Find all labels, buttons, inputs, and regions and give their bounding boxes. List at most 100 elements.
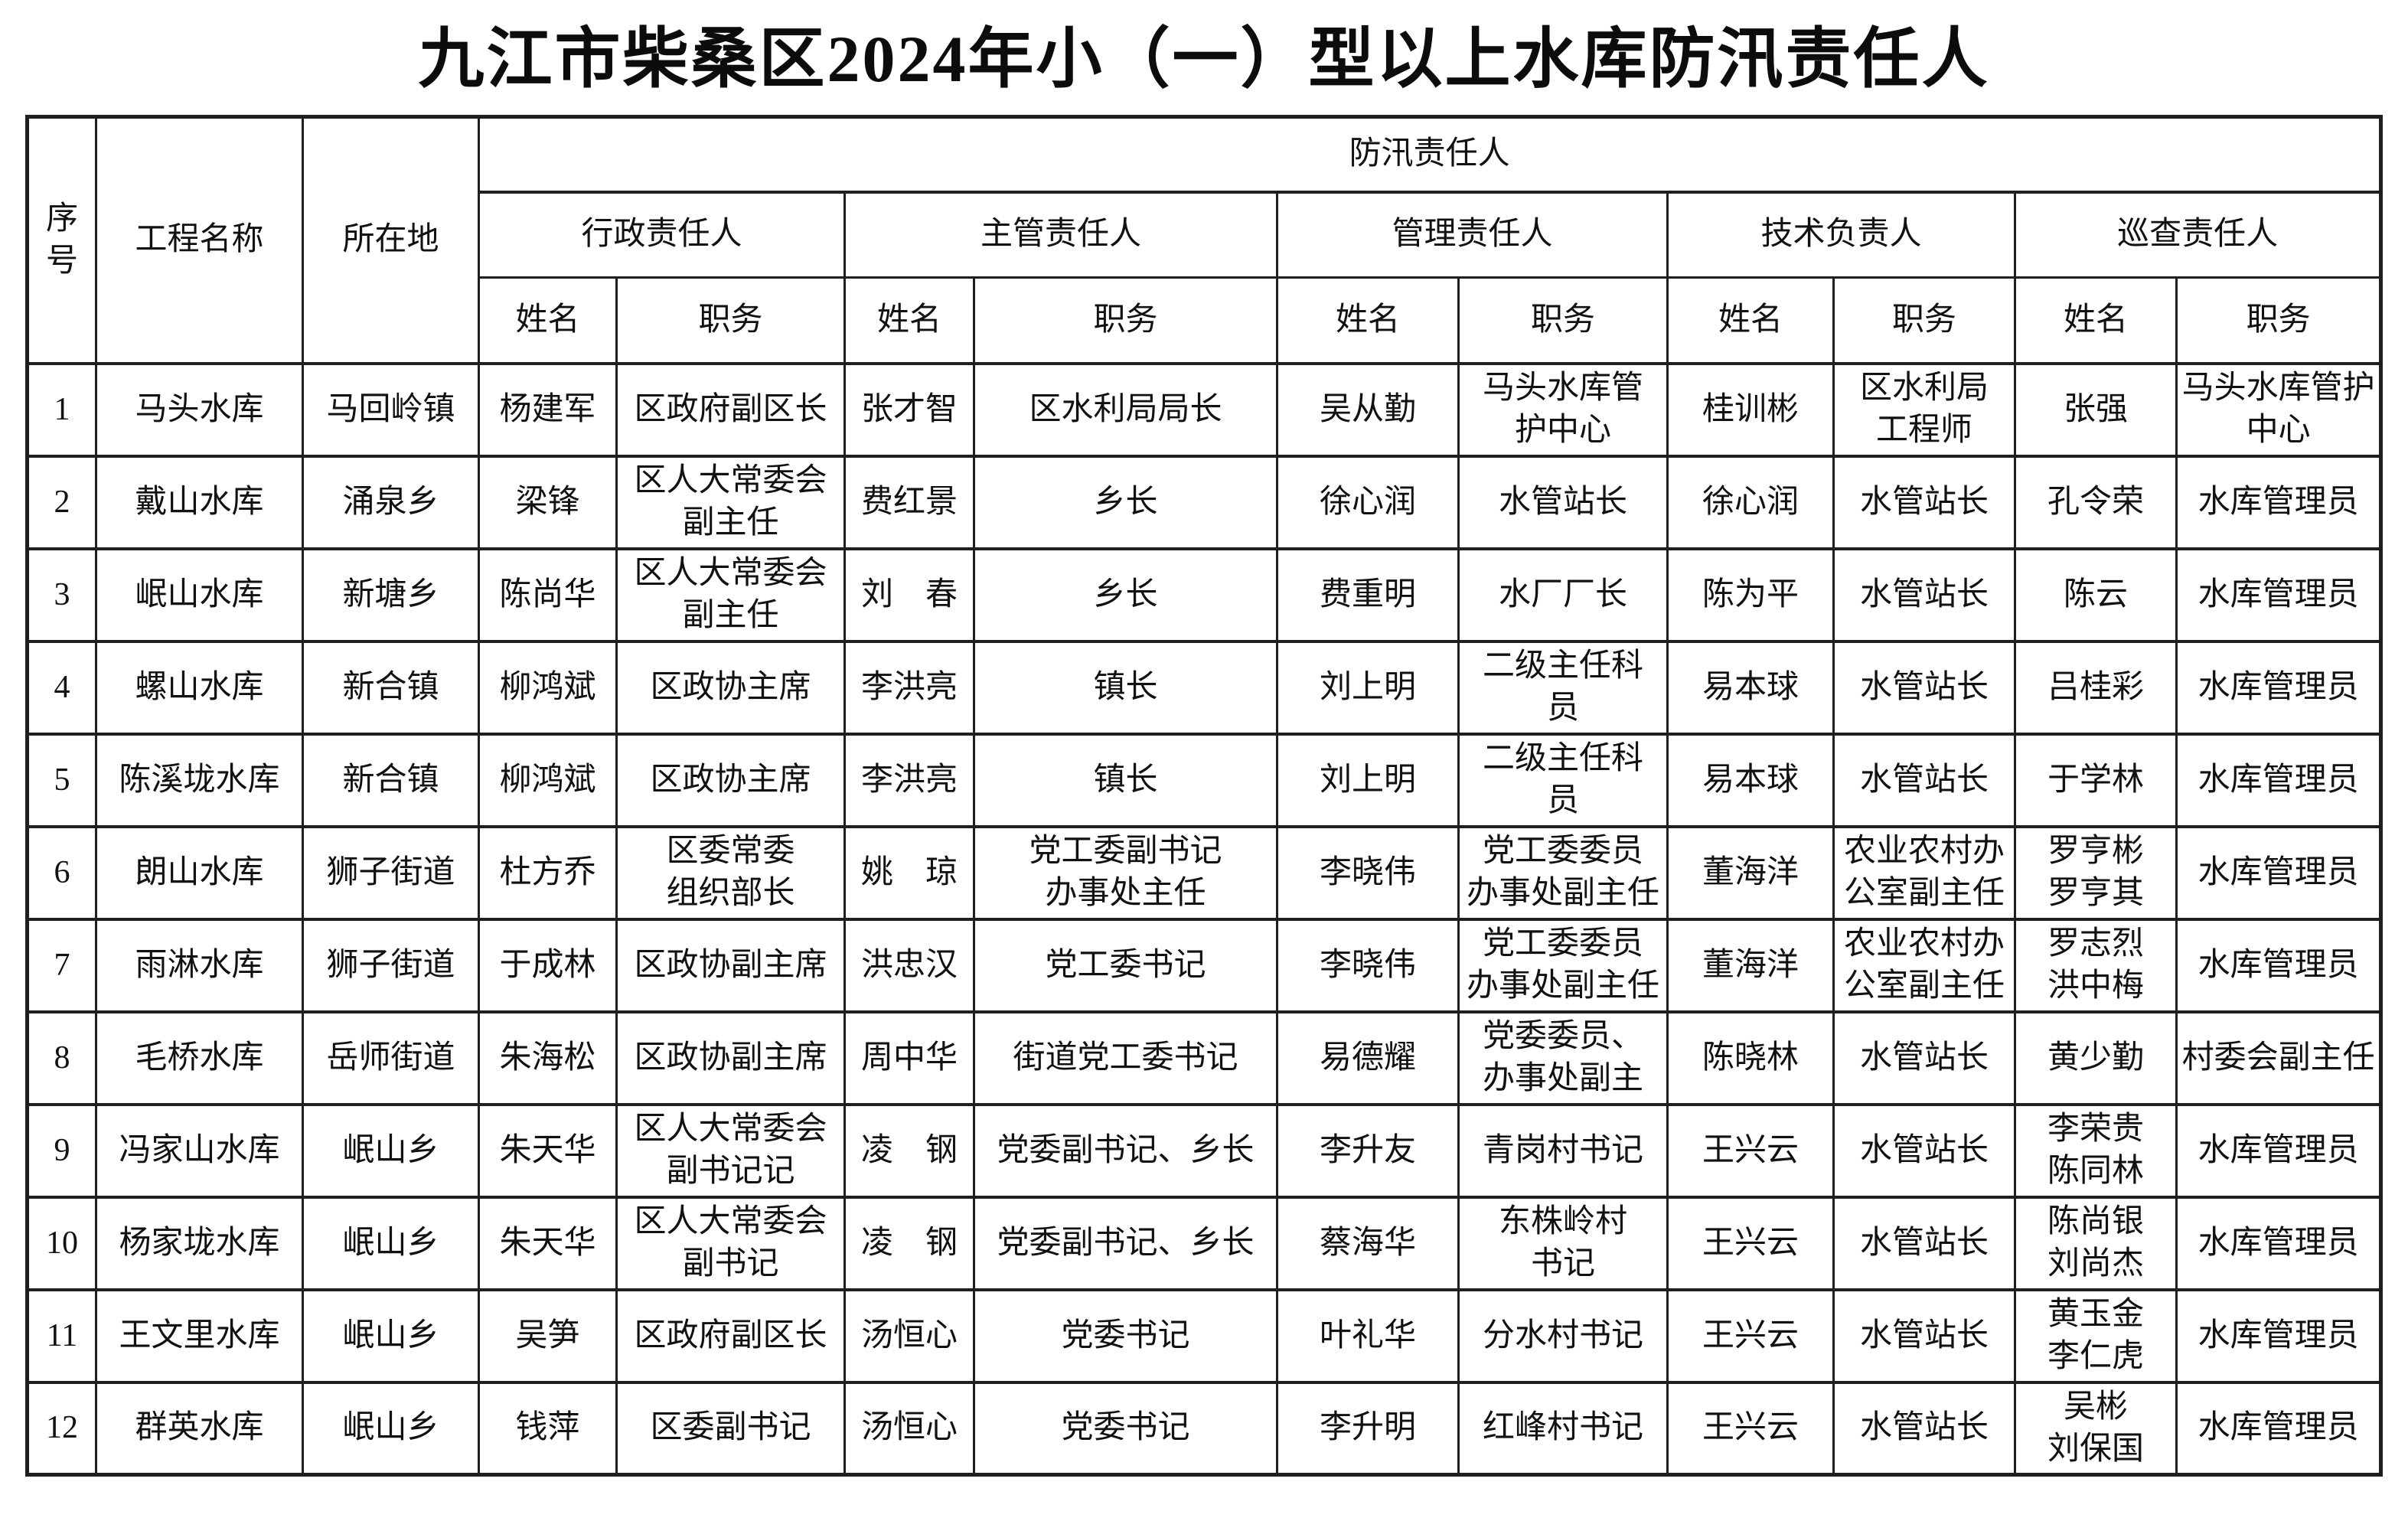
cell-supervisor-position: 镇长 (973, 733, 1278, 827)
cell-technical-name: 陈为平 (1666, 547, 1835, 642)
cell-inspector-position: 水库管理员 (2175, 1103, 2383, 1198)
cell-inspector-name: 陈尚银 刘尚杰 (2014, 1196, 2178, 1291)
cell-technical-name: 王兴云 (1666, 1103, 1835, 1198)
cell-technical-position: 区水利局 工程师 (1832, 362, 2016, 457)
header-role-supervisor: 主管责任人 (843, 191, 1278, 279)
cell-serial: 7 (26, 918, 97, 1013)
cell-inspector-position: 水库管理员 (2175, 1288, 2383, 1383)
cell-technical-position: 农业农村办 公室副主任 (1832, 918, 2016, 1013)
cell-manager-name: 刘上明 (1276, 640, 1460, 735)
cell-serial: 3 (26, 547, 97, 642)
cell-technical-position: 水管站长 (1832, 1196, 2016, 1291)
table-row: 1 马头水库 马回岭镇 杨建军 区政府副区长 张才智 区水利局局长 吴从勤 马头水库管 护中心桂… (26, 362, 2383, 457)
header-row-sub: 姓名 职务 姓名 职务 姓名 职务 姓名 职务 姓名 职务 (28, 276, 2383, 364)
cell-location: 马回岭镇 (302, 362, 480, 457)
cell-manager-name: 李晓伟 (1276, 918, 1460, 1013)
cell-supervisor-name: 刘 春 (843, 547, 975, 642)
cell-project-name: 螺山水库 (95, 640, 304, 735)
table-row: 5 陈溪垅水库 新合镇 柳鸿斌 区政协主席 李洪亮 镇长 刘上明 二级主任科 员易本球 水管站长于… (26, 733, 2383, 827)
cell-location: 新合镇 (302, 733, 480, 827)
cell-supervisor-position: 街道党工委书记 (973, 1010, 1278, 1105)
table-row: 4 螺山水库 新合镇 柳鸿斌 区政协主席 李洪亮 镇长 刘上明 二级主任科 员易本球 水管站长 吕桂… (26, 640, 2383, 735)
cell-technical-name: 易本球 (1666, 733, 1835, 827)
table-row: 12 群英水库 岷山乡 钱萍 区委副书记 汤恒心 党委书记 李升明 红峰村书记 王兴云 水管站长 吴彬… (26, 1381, 2383, 1476)
cell-admin-position: 区委副书记 (615, 1381, 846, 1476)
cell-serial: 10 (26, 1196, 97, 1291)
cell-technical-name: 王兴云 (1666, 1196, 1835, 1291)
cell-technical-position: 水管站长 (1832, 733, 2016, 827)
cell-manager-position: 东株岭村 书记 (1457, 1196, 1669, 1291)
page-title: 九江市柴桑区2024年小（一）型以上水库防汛责任人 (418, 22, 1990, 96)
cell-technical-position: 水管站长 (1832, 455, 2016, 550)
header-role-administrative: 行政责任人 (478, 191, 846, 279)
cell-inspector-position: 水库管理员 (2175, 640, 2383, 735)
header-technical-position: 职务 (1832, 276, 2016, 364)
cell-serial: 5 (26, 733, 97, 827)
cell-admin-name: 朱天华 (478, 1196, 618, 1291)
cell-project-name: 岷山水库 (95, 547, 304, 642)
cell-manager-name: 李升明 (1276, 1381, 1460, 1476)
cell-admin-position: 区政府副区长 (615, 362, 846, 457)
cell-project-name: 雨淋水库 (95, 918, 304, 1013)
cell-technical-name: 徐心润 (1666, 455, 1835, 550)
cell-supervisor-name: 凌 钢 (843, 1103, 975, 1198)
cell-project-name: 群英水库 (95, 1381, 304, 1476)
cell-manager-name: 刘上明 (1276, 733, 1460, 827)
cell-inspector-name: 黄玉金 李仁虎 (2014, 1288, 2178, 1383)
cell-serial: 2 (26, 455, 97, 550)
cell-inspector-name: 于学林 (2014, 733, 2178, 827)
cell-manager-position: 水厂厂长 (1457, 547, 1669, 642)
header-inspector-name: 姓名 (2014, 276, 2178, 364)
header-serial: 序 号 (26, 116, 97, 365)
cell-admin-name: 陈尚华 (478, 547, 618, 642)
cell-manager-name: 叶礼华 (1276, 1288, 1460, 1383)
cell-supervisor-name: 张才智 (843, 362, 975, 457)
cell-project-name: 陈溪垅水库 (95, 733, 304, 827)
table-row: 7 雨淋水库 狮子街道 于成林 区政协副主席 洪忠汉 党工委书记 李晓伟 党工委委员 办事处副主… (26, 918, 2383, 1013)
header-admin-position: 职务 (615, 276, 846, 364)
cell-admin-position: 区政协副主席 (615, 918, 846, 1013)
table-body: 1 马头水库 马回岭镇 杨建军 区政府副区长 张才智 区水利局局长 吴从勤 马头水库管 护中心桂… (26, 362, 2383, 1476)
cell-location: 新塘乡 (302, 547, 480, 642)
cell-admin-name: 杨建军 (478, 362, 618, 457)
cell-serial: 6 (26, 825, 97, 920)
cell-manager-name: 吴从勤 (1276, 362, 1460, 457)
cell-location: 岷山乡 (302, 1381, 480, 1476)
cell-admin-name: 杜方乔 (478, 825, 618, 920)
cell-inspector-position: 水库管理员 (2175, 733, 2383, 827)
cell-technical-position: 农业农村办 公室副主任 (1832, 825, 2016, 920)
cell-supervisor-name: 汤恒心 (843, 1288, 975, 1383)
header-inspector-position: 职务 (2175, 276, 2383, 364)
cell-supervisor-name: 周中华 (843, 1010, 975, 1105)
table-row: 9 冯家山水库 岷山乡 朱天华 区人大常委会 副书记记凌 钢党委副书记、乡长 李升友 青岗村… (26, 1103, 2383, 1198)
cell-admin-name: 钱萍 (478, 1381, 618, 1476)
cell-project-name: 毛桥水库 (95, 1010, 304, 1105)
cell-project-name: 王文里水库 (95, 1288, 304, 1383)
cell-admin-position: 区人大常委会 副主任 (615, 547, 846, 642)
cell-location: 狮子街道 (302, 825, 480, 920)
cell-admin-position: 区政府副区长 (615, 1288, 846, 1383)
cell-technical-name: 陈晓林 (1666, 1010, 1835, 1105)
cell-location: 岳师街道 (302, 1010, 480, 1105)
cell-project-name: 朗山水库 (95, 825, 304, 920)
cell-inspector-name: 孔令荣 (2014, 455, 2178, 550)
cell-admin-position: 区政协主席 (615, 640, 846, 735)
cell-manager-position: 分水村书记 (1457, 1288, 1669, 1383)
cell-technical-name: 王兴云 (1666, 1381, 1835, 1476)
cell-admin-name: 梁锋 (478, 455, 618, 550)
cell-technical-name: 王兴云 (1666, 1288, 1835, 1383)
cell-supervisor-position: 党工委书记 (973, 918, 1278, 1013)
cell-inspector-name: 罗亨彬 罗亨其 (2014, 825, 2178, 920)
header-admin-name: 姓名 (478, 276, 618, 364)
cell-manager-position: 二级主任科 员 (1457, 733, 1669, 827)
cell-supervisor-position: 党委副书记、乡长 (973, 1103, 1278, 1198)
header-manager-name: 姓名 (1276, 276, 1460, 364)
cell-admin-position: 区人大常委会 副书记 (615, 1196, 846, 1291)
cell-location: 岷山乡 (302, 1196, 480, 1291)
cell-admin-name: 吴笋 (478, 1288, 618, 1383)
cell-inspector-position: 水库管理员 (2175, 825, 2383, 920)
table-row: 2 戴山水库 涌泉乡 梁锋 区人大常委会 副主任 费红景 乡长 徐心润 水管站长 徐心润 水管站长孔… (26, 455, 2383, 550)
cell-admin-name: 于成林 (478, 918, 618, 1013)
table-row: 3 岷山水库 新塘乡 陈尚华 区人大常委会 副主任刘 春乡长 费重明 水厂厂长 陈为平 水管站长… (26, 547, 2383, 642)
